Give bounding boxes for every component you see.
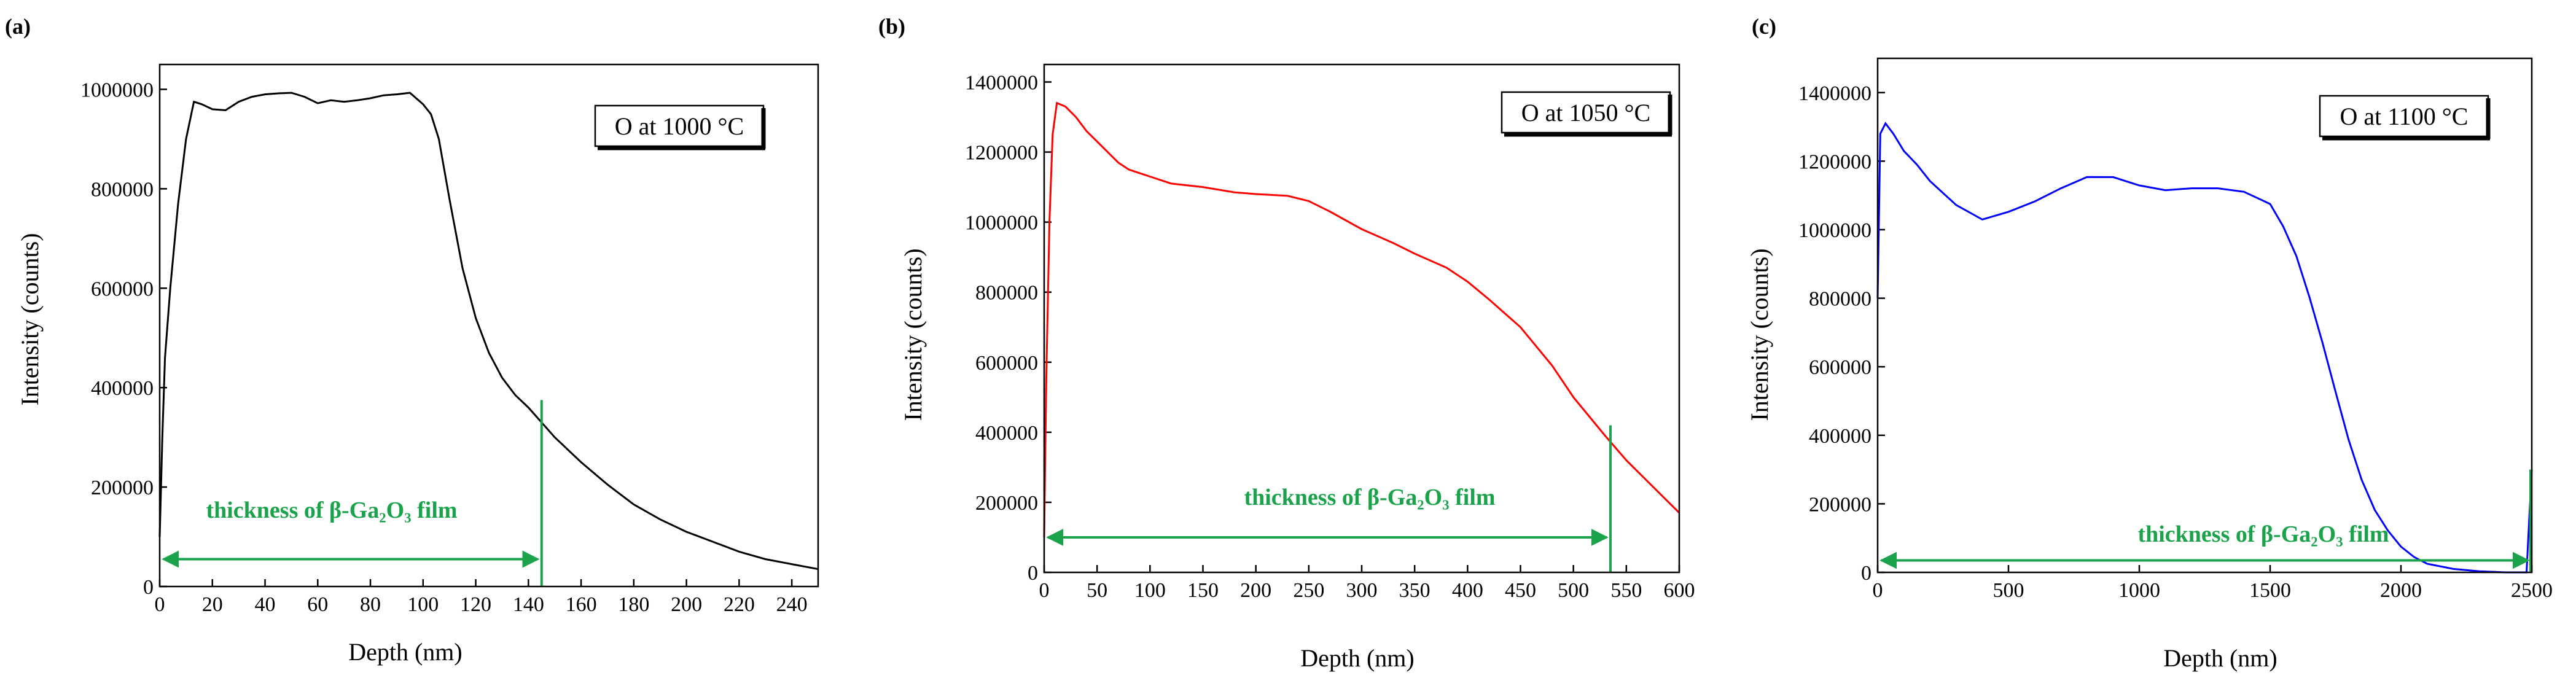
x-tick-label-c: 0 — [1873, 579, 1883, 602]
y-axis-label-b: Intensity (counts) — [899, 248, 927, 421]
y-tick-label-a: 400000 — [91, 377, 154, 400]
x-tick-label-c: 2000 — [2380, 579, 2422, 602]
thickness-annotation-a: thickness of β-Ga₂O₃ film — [162, 400, 543, 586]
y-tick-label-c: 600000 — [1809, 356, 1872, 379]
y-tick-label-c: 0 — [1861, 562, 1872, 585]
y-tick-label-c: 1000000 — [1798, 219, 1872, 242]
x-tick-label-c: 2500 — [2511, 579, 2553, 602]
x-tick-label-a: 120 — [460, 593, 491, 616]
plot-area-b — [1043, 63, 1680, 574]
thickness-label-b: thickness of β-Ga₂O₃ film — [1244, 485, 1495, 510]
axis-ticks-b: 0 50 100 150 200 250 300 350 400 450 500 550 600 0 200… — [965, 72, 1695, 602]
x-tick-label-b: 550 — [1610, 579, 1642, 602]
x-tick-label-a: 220 — [724, 593, 755, 616]
x-tick-label-b: 0 — [1039, 579, 1050, 602]
x-tick-label-b: 100 — [1134, 579, 1166, 602]
x-tick-label-b: 600 — [1664, 579, 1695, 602]
x-tick-label-a: 100 — [407, 593, 439, 616]
x-tick-label-b: 450 — [1505, 579, 1536, 602]
y-tick-label-b: 200000 — [975, 492, 1038, 515]
y-tick-label-a: 200000 — [91, 477, 154, 499]
plot-area-a — [158, 63, 819, 588]
y-tick-label-b: 0 — [1028, 562, 1038, 585]
data-line-b — [1043, 101, 1680, 538]
legend-text-a: O at 1000 °C — [615, 112, 744, 140]
data-line-c — [1876, 122, 2533, 574]
thickness-label-c: thickness of β-Ga₂O₃ film — [2137, 521, 2389, 547]
y-tick-label-c: 800000 — [1809, 288, 1872, 311]
data-line-a — [158, 92, 819, 571]
y-tick-label-a: 800000 — [91, 178, 154, 201]
x-tick-label-c: 500 — [1993, 579, 2024, 602]
legend-box-a: O at 1000 °C — [594, 104, 766, 150]
x-tick-label-b: 150 — [1187, 579, 1219, 602]
y-tick-label-a: 600000 — [91, 278, 154, 300]
plot-area-c — [1876, 57, 2533, 574]
panel-label-b: (b) — [878, 14, 905, 39]
x-tick-label-b: 300 — [1346, 579, 1378, 602]
y-axis-label-c: Intensity (counts) — [1746, 248, 1773, 421]
y-tick-label-b: 1200000 — [965, 142, 1038, 165]
y-tick-label-a: 1000000 — [80, 79, 154, 101]
x-tick-label-b: 500 — [1558, 579, 1589, 602]
y-tick-label-c: 1200000 — [1798, 150, 1872, 173]
y-tick-label-b: 600000 — [975, 352, 1038, 375]
x-tick-label-a: 40 — [255, 593, 276, 616]
legend-box-b: O at 1050 °C — [1501, 91, 1672, 137]
thickness-annotation-c: thickness of β-Ga₂O₃ film — [1879, 469, 2532, 572]
y-tick-label-b: 1400000 — [965, 72, 1038, 95]
x-tick-label-a: 60 — [307, 593, 328, 616]
x-tick-label-a: 200 — [671, 593, 702, 616]
axis-ticks-a: 0 20 40 60 80 100 120 140 160 180 200 220 240 0 200000… — [80, 79, 808, 616]
x-tick-label-a: 140 — [513, 593, 544, 616]
y-tick-label-c: 200000 — [1809, 493, 1872, 516]
x-tick-label-a: 180 — [618, 593, 649, 616]
legend-frame-a — [594, 104, 765, 147]
thickness-label-a: thickness of β-Ga₂O₃ film — [206, 497, 457, 523]
y-tick-label-b: 800000 — [975, 282, 1038, 305]
legend-frame-b — [1501, 91, 1671, 134]
legend-text-b: O at 1050 °C — [1521, 99, 1650, 127]
x-tick-label-b: 200 — [1240, 579, 1271, 602]
x-tick-label-b: 50 — [1087, 579, 1107, 602]
chart-panel-c: (c) Depth (nm) Intensity (counts) 0 500 10… — [1746, 14, 2553, 672]
x-tick-label-c: 1000 — [2118, 579, 2160, 602]
y-tick-label-a: 0 — [143, 576, 154, 599]
x-tick-label-b: 250 — [1293, 579, 1324, 602]
y-tick-label-b: 400000 — [975, 422, 1038, 445]
x-tick-label-a: 0 — [155, 593, 165, 616]
y-tick-label-c: 400000 — [1809, 425, 1872, 448]
x-tick-label-a: 20 — [202, 593, 223, 616]
panel-label-c: (c) — [1752, 14, 1776, 39]
panel-label-a: (a) — [5, 14, 31, 39]
thickness-annotation-b: thickness of β-Ga₂O₃ film — [1046, 425, 1612, 572]
x-tick-label-b: 350 — [1399, 579, 1430, 602]
x-tick-label-a: 80 — [360, 593, 381, 616]
legend-text-c: O at 1100 °C — [2340, 103, 2469, 130]
chart-panel-a: (a) Depth (nm) Intensity (counts) 0 20 40 6… — [5, 14, 819, 666]
x-axis-label-c: Depth (nm) — [2163, 644, 2277, 672]
chart-panel-b: (b) Depth (nm) Intensity (counts) 0 50 100… — [878, 14, 1695, 672]
x-tick-label-a: 160 — [566, 593, 597, 616]
x-axis-label-b: Depth (nm) — [1300, 644, 1415, 672]
y-tick-label-c: 1400000 — [1798, 82, 1872, 105]
x-tick-label-a: 240 — [776, 593, 808, 616]
x-tick-label-c: 1500 — [2249, 579, 2291, 602]
legend-box-c: O at 1100 °C — [2319, 95, 2491, 141]
x-tick-label-b: 400 — [1452, 579, 1483, 602]
y-axis-label-a: Intensity (counts) — [16, 233, 44, 405]
y-tick-label-b: 1000000 — [965, 212, 1038, 235]
x-axis-label-a: Depth (nm) — [348, 638, 463, 666]
